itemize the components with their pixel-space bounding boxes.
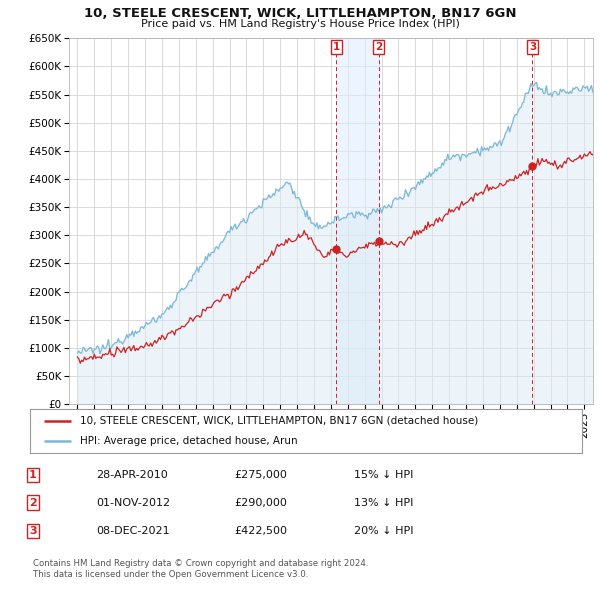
Text: 2: 2 [29,498,37,507]
Text: £290,000: £290,000 [234,498,287,507]
Text: Price paid vs. HM Land Registry's House Price Index (HPI): Price paid vs. HM Land Registry's House … [140,19,460,29]
Text: 13% ↓ HPI: 13% ↓ HPI [354,498,413,507]
Text: £275,000: £275,000 [234,470,287,480]
Text: 10, STEELE CRESCENT, WICK, LITTLEHAMPTON, BN17 6GN: 10, STEELE CRESCENT, WICK, LITTLEHAMPTON… [84,7,516,20]
Text: £422,500: £422,500 [234,526,287,536]
Text: 28-APR-2010: 28-APR-2010 [96,470,168,480]
Text: HPI: Average price, detached house, Arun: HPI: Average price, detached house, Arun [80,436,298,446]
Text: 10, STEELE CRESCENT, WICK, LITTLEHAMPTON, BN17 6GN (detached house): 10, STEELE CRESCENT, WICK, LITTLEHAMPTON… [80,416,478,426]
Text: 08-DEC-2021: 08-DEC-2021 [96,526,170,536]
Bar [337,38,379,404]
Text: Contains HM Land Registry data © Crown copyright and database right 2024.: Contains HM Land Registry data © Crown c… [33,559,368,568]
Text: This data is licensed under the Open Government Licence v3.0.: This data is licensed under the Open Gov… [33,571,308,579]
Text: 3: 3 [529,42,536,52]
Text: 15% ↓ HPI: 15% ↓ HPI [354,470,413,480]
Text: 20% ↓ HPI: 20% ↓ HPI [354,526,413,536]
Text: 2: 2 [375,42,382,52]
Text: 1: 1 [332,42,340,52]
Text: 01-NOV-2012: 01-NOV-2012 [96,498,170,507]
Text: 1: 1 [29,470,37,480]
Text: 3: 3 [29,526,37,536]
